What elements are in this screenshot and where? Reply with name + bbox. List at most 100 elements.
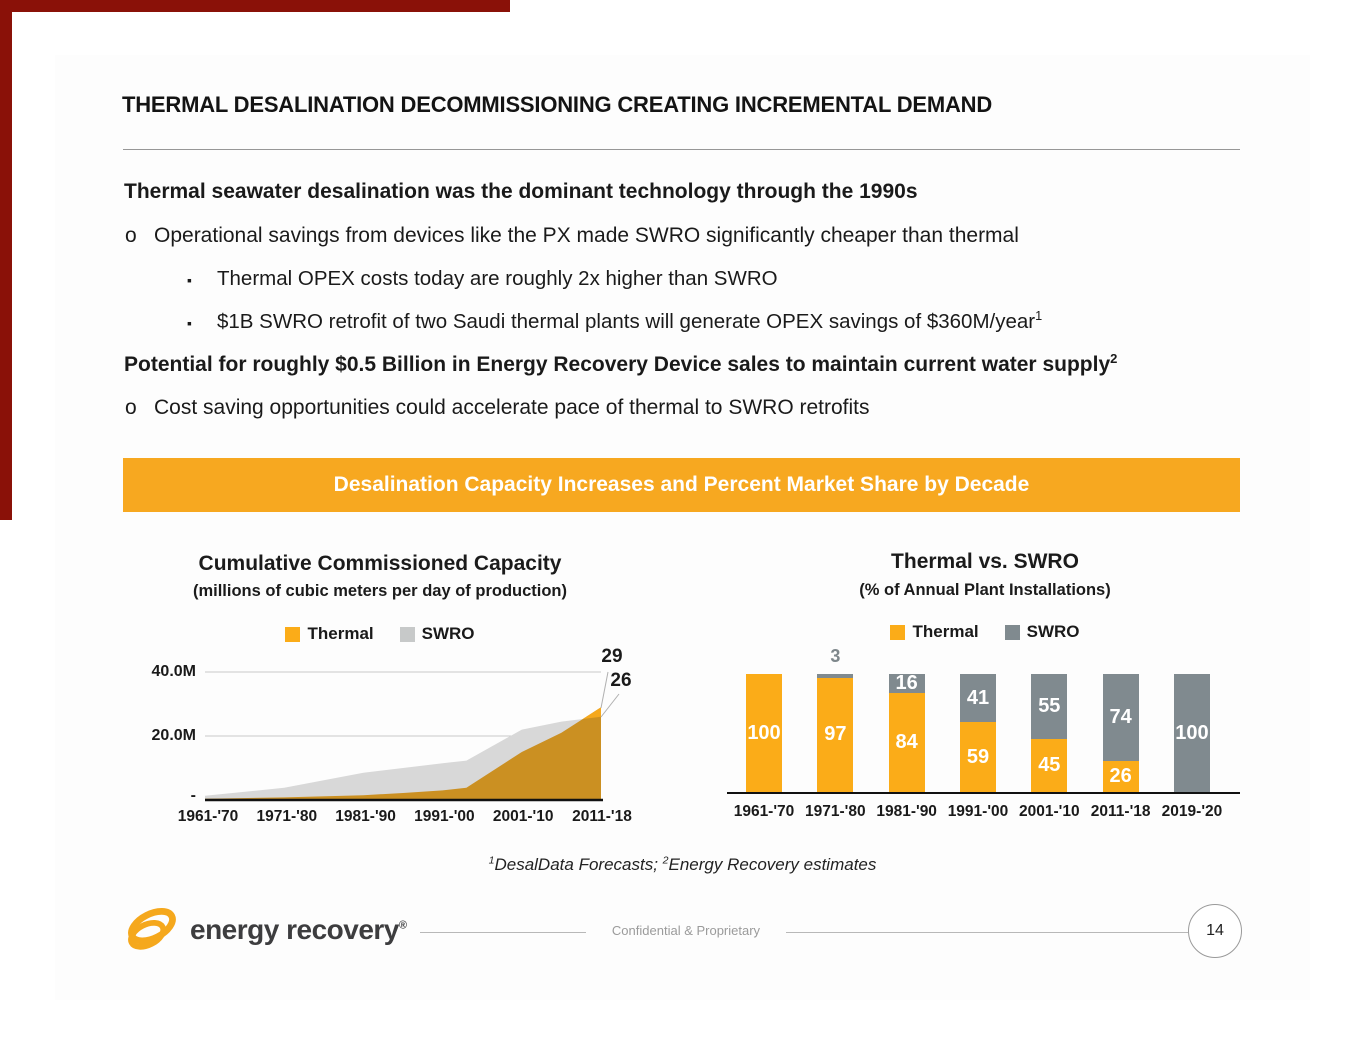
area-plot [205,671,620,802]
thermal-value-label: 97 [824,723,847,746]
thermal-segment: 59 [959,722,996,792]
section-banner: Desalination Capacity Increases and Perc… [123,458,1240,512]
banner-text: Desalination Capacity Increases and Perc… [333,473,1030,496]
thermal-segment: 84 [888,692,925,792]
thermal-segment: 45 [1031,738,1068,792]
x-tick-label: 1981-'90 [876,803,937,820]
swro-value-label: 41 [966,686,990,709]
confidential-label: Confidential & Proprietary [611,923,761,938]
swro-value-label: 3 [830,646,841,666]
x-tick-label: 1961-'70 [733,803,795,820]
energy-recovery-logo: energy recovery® [122,901,407,959]
footer-divider-left [420,932,586,933]
thermal-segment: 26 [1102,761,1139,792]
registered-mark: ® [398,919,407,932]
swro-value-label: 55 [1038,694,1061,717]
capacity-area-chart: Cumulative Commissioned Capacity (millio… [120,540,640,850]
page-number-badge: 14 [1188,904,1242,958]
slide-background [55,55,1310,1000]
bullet-level1: o Cost saving opportunities could acceler… [125,396,870,419]
x-tick-label: 1971-'80 [256,808,318,825]
chart-title: Cumulative Commissioned Capacity [198,552,562,575]
thermal-value-label: 100 [747,721,781,744]
bullet-level2: ▪ $1B SWRO retrofit of two Saudi thermal … [187,308,1043,333]
leader-line [600,693,620,718]
thermal-value-label: 45 [1038,753,1061,776]
x-tick-label: 1971-'80 [805,803,866,820]
swro-end-label: 26 [610,670,632,691]
x-tick-label: 1991-'00 [414,808,475,825]
stacked-bar: 16 84 [888,671,925,792]
bars-area: 100 3 97 16 84 41 59 55 45 74 26 100 [720,646,1250,792]
leader-line [600,671,609,709]
bullet-heading-2: Potential for roughly $0.5 Billion in En… [124,351,1118,376]
x-tick-label: 2011-'18 [1090,803,1151,820]
thermal-end-label: 29 [601,646,623,667]
stacked-bar: 41 59 [959,674,996,792]
circle-bullet-icon: o [125,224,137,247]
x-axis [727,792,1240,794]
swro-value-label: 74 [1109,706,1132,729]
stacked-bar: 100 [1173,674,1210,792]
legend-item-swro: SWRO [1004,622,1080,642]
circle-bullet-icon: o [125,396,137,419]
thermal-value-label: 59 [966,745,990,768]
x-tick-label: 2019-'20 [1161,803,1223,820]
y-tick-label: 20.0M [151,727,196,744]
swro-swatch-icon [1004,624,1020,640]
thermal-swatch-icon [285,626,301,642]
bullet-level1: o Operational savings from devices like t… [125,224,1019,247]
y-tick-label: 40.0M [151,663,196,680]
bullet-level2: ▪ Thermal OPEX costs today are roughly 2x… [187,267,778,290]
x-tick-label: 2001-'10 [1019,803,1080,820]
x-tick-label: 1961-'70 [177,808,239,825]
thermal-swatch-icon [890,624,906,640]
stacked-bar: 55 45 [1031,674,1068,792]
bullet-heading-1: Thermal seawater desalination was the do… [124,180,918,203]
swro-segment [817,674,854,678]
swro-segment: 100 [1173,674,1210,792]
swro-segment: 55 [1031,674,1068,739]
energy-recovery-swirl-icon [128,908,176,950]
legend-item-thermal: Thermal [285,624,374,644]
thermal-value-label: 84 [895,730,918,753]
swro-segment: 41 [959,674,996,723]
stacked-bar: 3 97 [817,646,854,792]
x-tick-label: 2001-'10 [492,808,554,825]
viewer-red-mark-top [0,0,510,12]
stacked-bar: 74 26 [1102,674,1139,792]
footer-divider-right [786,932,1188,933]
x-tick-label: 2011-'18 [572,808,632,825]
thermal-value-label: 26 [1109,765,1132,788]
x-tick-label: 1991-'00 [947,803,1009,820]
swro-value-label: 100 [1175,721,1209,744]
market-share-bar-chart: Thermal vs. SWRO (% of Annual Plant Inst… [720,540,1250,850]
viewer-red-mark-left [0,0,12,520]
legend-item-swro: SWRO [399,624,475,644]
x-tick-label: 1981-'90 [335,808,396,825]
swro-segment: 16 [888,671,925,694]
swro-value-label: 16 [895,671,918,694]
swro-segment: 74 [1102,674,1139,762]
stacked-bar: 100 [746,674,782,792]
chart-legend: Thermal SWRO [720,622,1250,642]
title-divider [123,149,1240,150]
y-tick-label: - [190,787,196,804]
square-bullet-icon: ▪ [187,315,192,331]
footnote: 1DesalData Forecasts; 2Energy Recovery e… [488,854,877,874]
chart-legend: Thermal SWRO [120,624,640,644]
thermal-area [205,707,601,800]
page-title: THERMAL DESALINATION DECOMMISSIONING CRE… [122,92,993,117]
legend-item-thermal: Thermal [890,622,979,642]
chart-subtitle: (millions of cubic meters per day of pro… [192,582,568,600]
x-axis-labels: 1961-'70 1971-'80 1981-'90 1991-'00 2001-'10… [120,808,640,830]
x-axis-labels: 1961-'70 1971-'80 1981-'90 1991-'00 2001-'10… [720,803,1250,825]
thermal-segment: 100 [746,674,782,792]
brand-name: energy recovery® [190,914,407,945]
chart-title: Thermal vs. SWRO [891,550,1079,573]
chart-subtitle: (% of Annual Plant Installations) [859,581,1111,599]
thermal-segment: 97 [817,677,854,792]
swro-swatch-icon [399,626,415,642]
square-bullet-icon: ▪ [187,272,192,288]
